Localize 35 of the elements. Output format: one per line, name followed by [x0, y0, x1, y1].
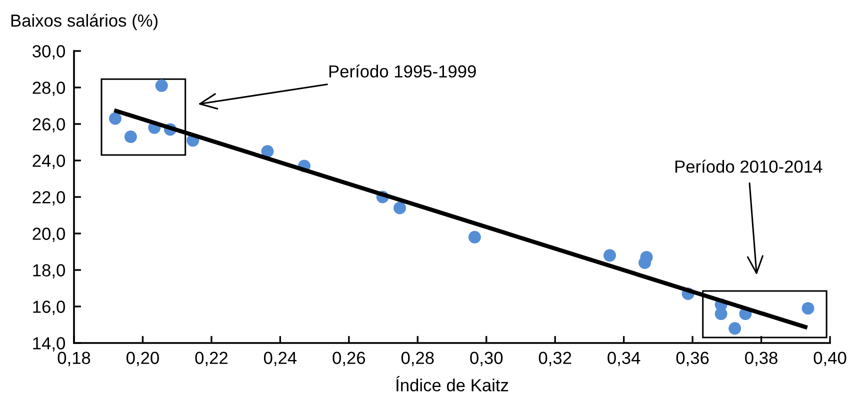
y-tick-label: 24,0: [32, 154, 65, 170]
point: [468, 230, 481, 244]
point: [728, 322, 742, 335]
y-tick-label: 20,0: [32, 228, 65, 242]
x-tick-label: 0,24: [264, 352, 297, 366]
point: [124, 130, 137, 144]
point: [802, 302, 814, 315]
x-tick-label: 0,32: [538, 352, 572, 366]
x-tick-label: 0,38: [745, 352, 778, 366]
point: [261, 145, 274, 158]
point: [108, 112, 122, 125]
y-tick-label: 30,0: [32, 45, 65, 60]
x-tick-label: 0,20: [126, 352, 159, 366]
x-tick-label: 0,22: [195, 352, 228, 366]
x-tick-label: 0,30: [470, 352, 503, 366]
point: [603, 249, 616, 262]
y-tick-label: 26,0: [32, 118, 65, 133]
x-tick-label: 0,18: [58, 352, 90, 366]
point: [394, 202, 406, 214]
y-axis-title: Baixos salários (%): [11, 14, 158, 30]
y-tick-label: 28,0: [32, 82, 65, 96]
x-tick-label: 0,34: [608, 352, 640, 366]
annotation: Período 1995-1999: [329, 64, 476, 78]
x-tick-label: 0,40: [814, 352, 846, 366]
y-tick-label: 18,0: [33, 264, 65, 279]
x-axis-title: Índice de Kaitz: [396, 376, 508, 392]
point: [714, 308, 728, 320]
y-tick-label: 14,0: [33, 337, 65, 352]
annotation: Período 2010-2014: [675, 160, 822, 173]
x-tick-label: 0,26: [332, 352, 366, 366]
x-tick-label: 0,28: [401, 352, 434, 366]
y-tick-label: 22,0: [32, 191, 65, 206]
y-tick-label: 16,0: [33, 300, 65, 316]
x-tick-label: 0,36: [676, 352, 709, 366]
point: [155, 79, 168, 92]
